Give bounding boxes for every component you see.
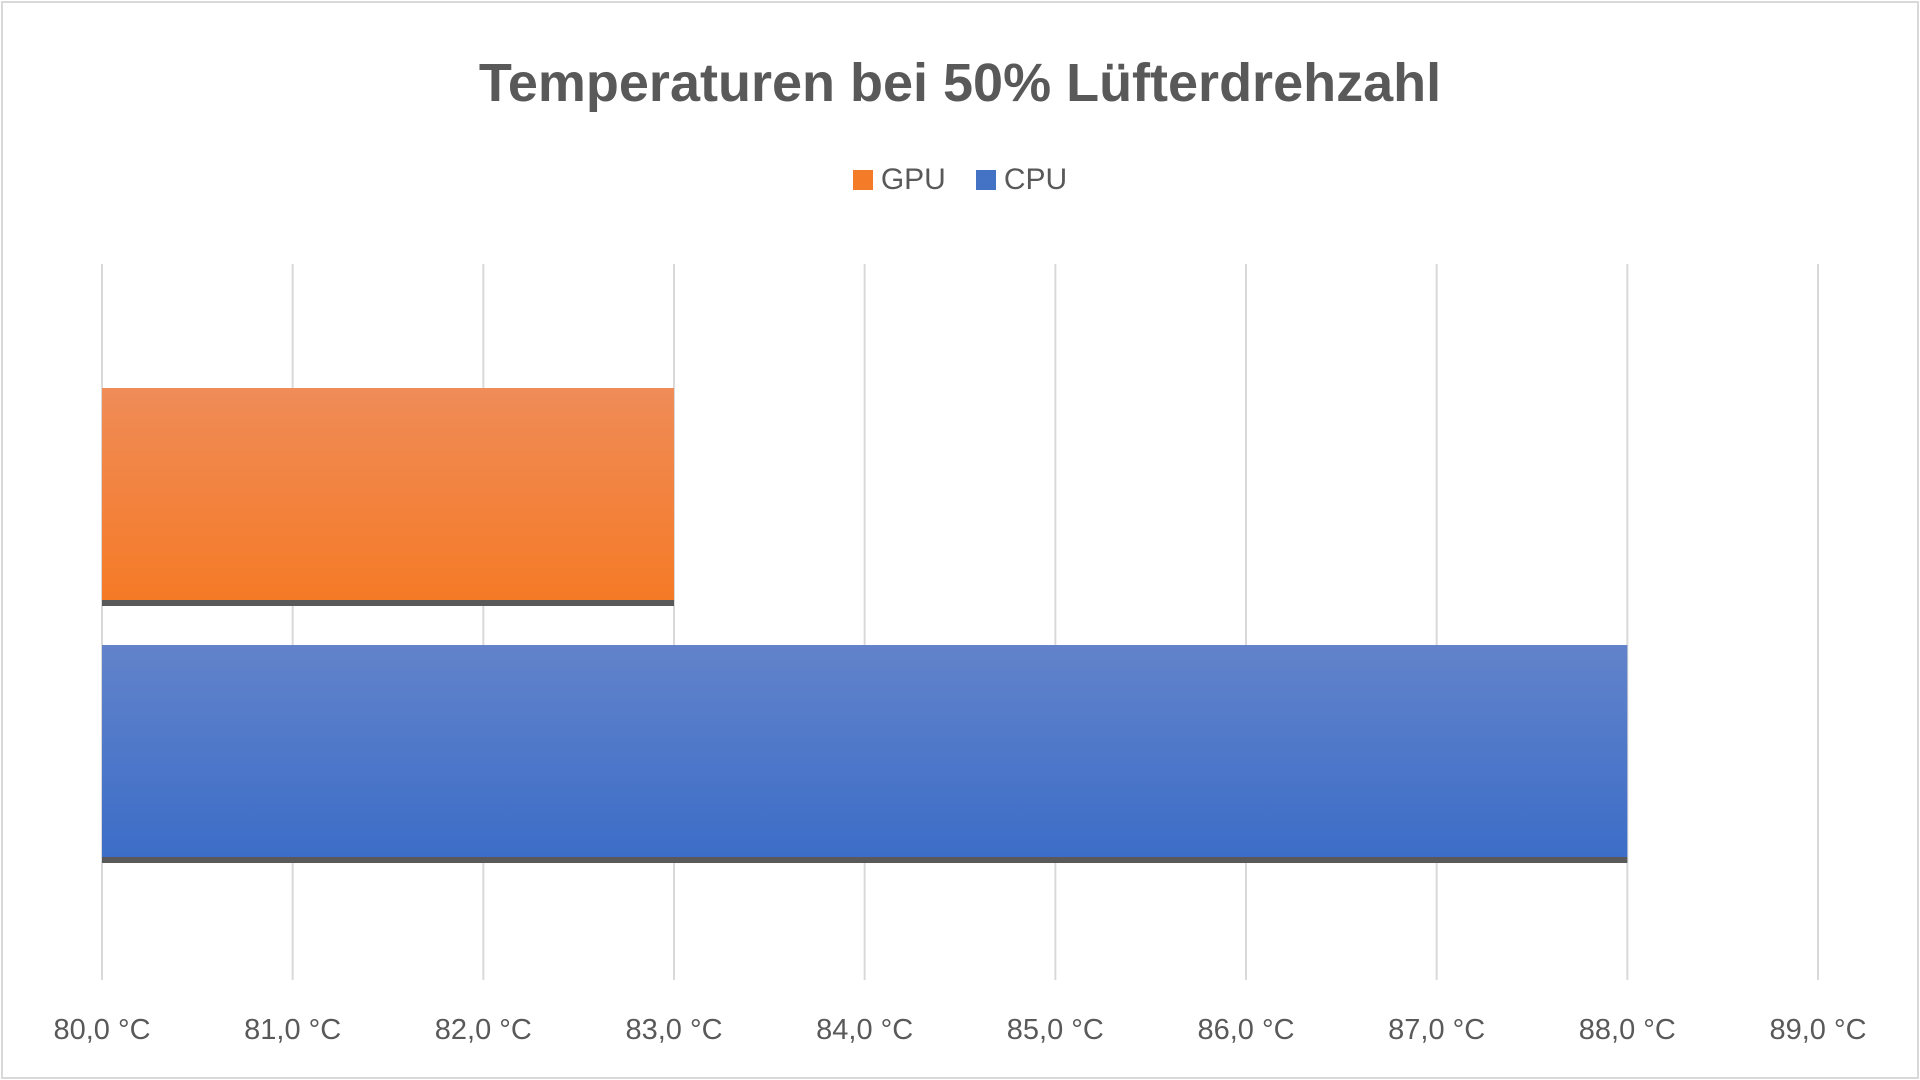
- legend-label-cpu: CPU: [1003, 163, 1068, 196]
- legend: GPU CPU: [0, 163, 1920, 197]
- x-tick-label: 89,0 °C: [1769, 1014, 1866, 1046]
- x-tick-label: 82,0 °C: [435, 1014, 532, 1046]
- x-tick-label: 83,0 °C: [625, 1014, 722, 1046]
- bar-gpu: [102, 388, 674, 600]
- legend-swatch-cpu: [975, 170, 996, 190]
- legend-swatch-gpu: [852, 170, 873, 190]
- legend-item-cpu: CPU: [975, 163, 1068, 197]
- legend-item-gpu: GPU: [852, 163, 946, 197]
- x-tick-label: 85,0 °C: [1007, 1014, 1104, 1046]
- x-tick-label: 84,0 °C: [816, 1014, 913, 1046]
- x-tick-label: 88,0 °C: [1579, 1014, 1676, 1046]
- x-tick-label: 80,0 °C: [53, 1014, 150, 1046]
- x-tick-label: 81,0 °C: [244, 1014, 341, 1046]
- x-tick-label: 86,0 °C: [1197, 1014, 1294, 1046]
- legend-label-gpu: GPU: [880, 163, 946, 196]
- bar-shadow-gpu: [102, 600, 674, 606]
- x-tick-label: 87,0 °C: [1388, 1014, 1485, 1046]
- bar-shadow-cpu: [102, 857, 1628, 863]
- chart-title: Temperaturen bei 50% Lüfterdrehzahl: [478, 53, 1442, 113]
- bar-cpu: [102, 645, 1628, 857]
